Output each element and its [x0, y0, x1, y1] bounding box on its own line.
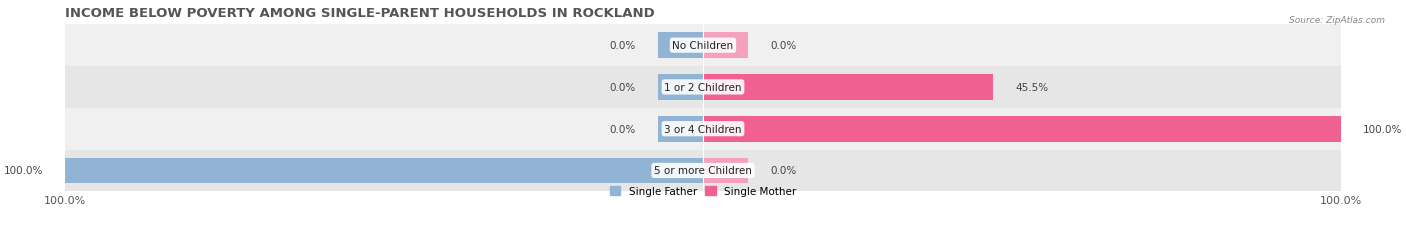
Text: 0.0%: 0.0% — [610, 124, 636, 134]
Bar — [703, 116, 1340, 142]
Text: 0.0%: 0.0% — [770, 41, 796, 51]
Bar — [703, 75, 993, 100]
Bar — [658, 116, 703, 142]
Text: 3 or 4 Children: 3 or 4 Children — [664, 124, 742, 134]
Text: 100.0%: 100.0% — [1362, 124, 1402, 134]
Legend: Single Father, Single Mother: Single Father, Single Mother — [607, 183, 799, 200]
Text: 0.0%: 0.0% — [610, 82, 636, 93]
Bar — [66, 108, 1340, 150]
Text: 1 or 2 Children: 1 or 2 Children — [664, 82, 742, 93]
Text: 5 or more Children: 5 or more Children — [654, 166, 752, 176]
Bar — [66, 158, 703, 184]
Bar — [703, 33, 748, 59]
Text: No Children: No Children — [672, 41, 734, 51]
Text: INCOME BELOW POVERTY AMONG SINGLE-PARENT HOUSEHOLDS IN ROCKLAND: INCOME BELOW POVERTY AMONG SINGLE-PARENT… — [66, 7, 655, 20]
Text: 45.5%: 45.5% — [1015, 82, 1049, 93]
Text: 0.0%: 0.0% — [610, 41, 636, 51]
Text: 0.0%: 0.0% — [770, 166, 796, 176]
Bar — [658, 33, 703, 59]
Bar — [66, 25, 1340, 67]
Text: Source: ZipAtlas.com: Source: ZipAtlas.com — [1289, 16, 1385, 25]
Bar — [66, 67, 1340, 108]
Bar — [658, 75, 703, 100]
Text: 100.0%: 100.0% — [4, 166, 44, 176]
Bar — [66, 150, 1340, 191]
Bar — [703, 158, 748, 184]
